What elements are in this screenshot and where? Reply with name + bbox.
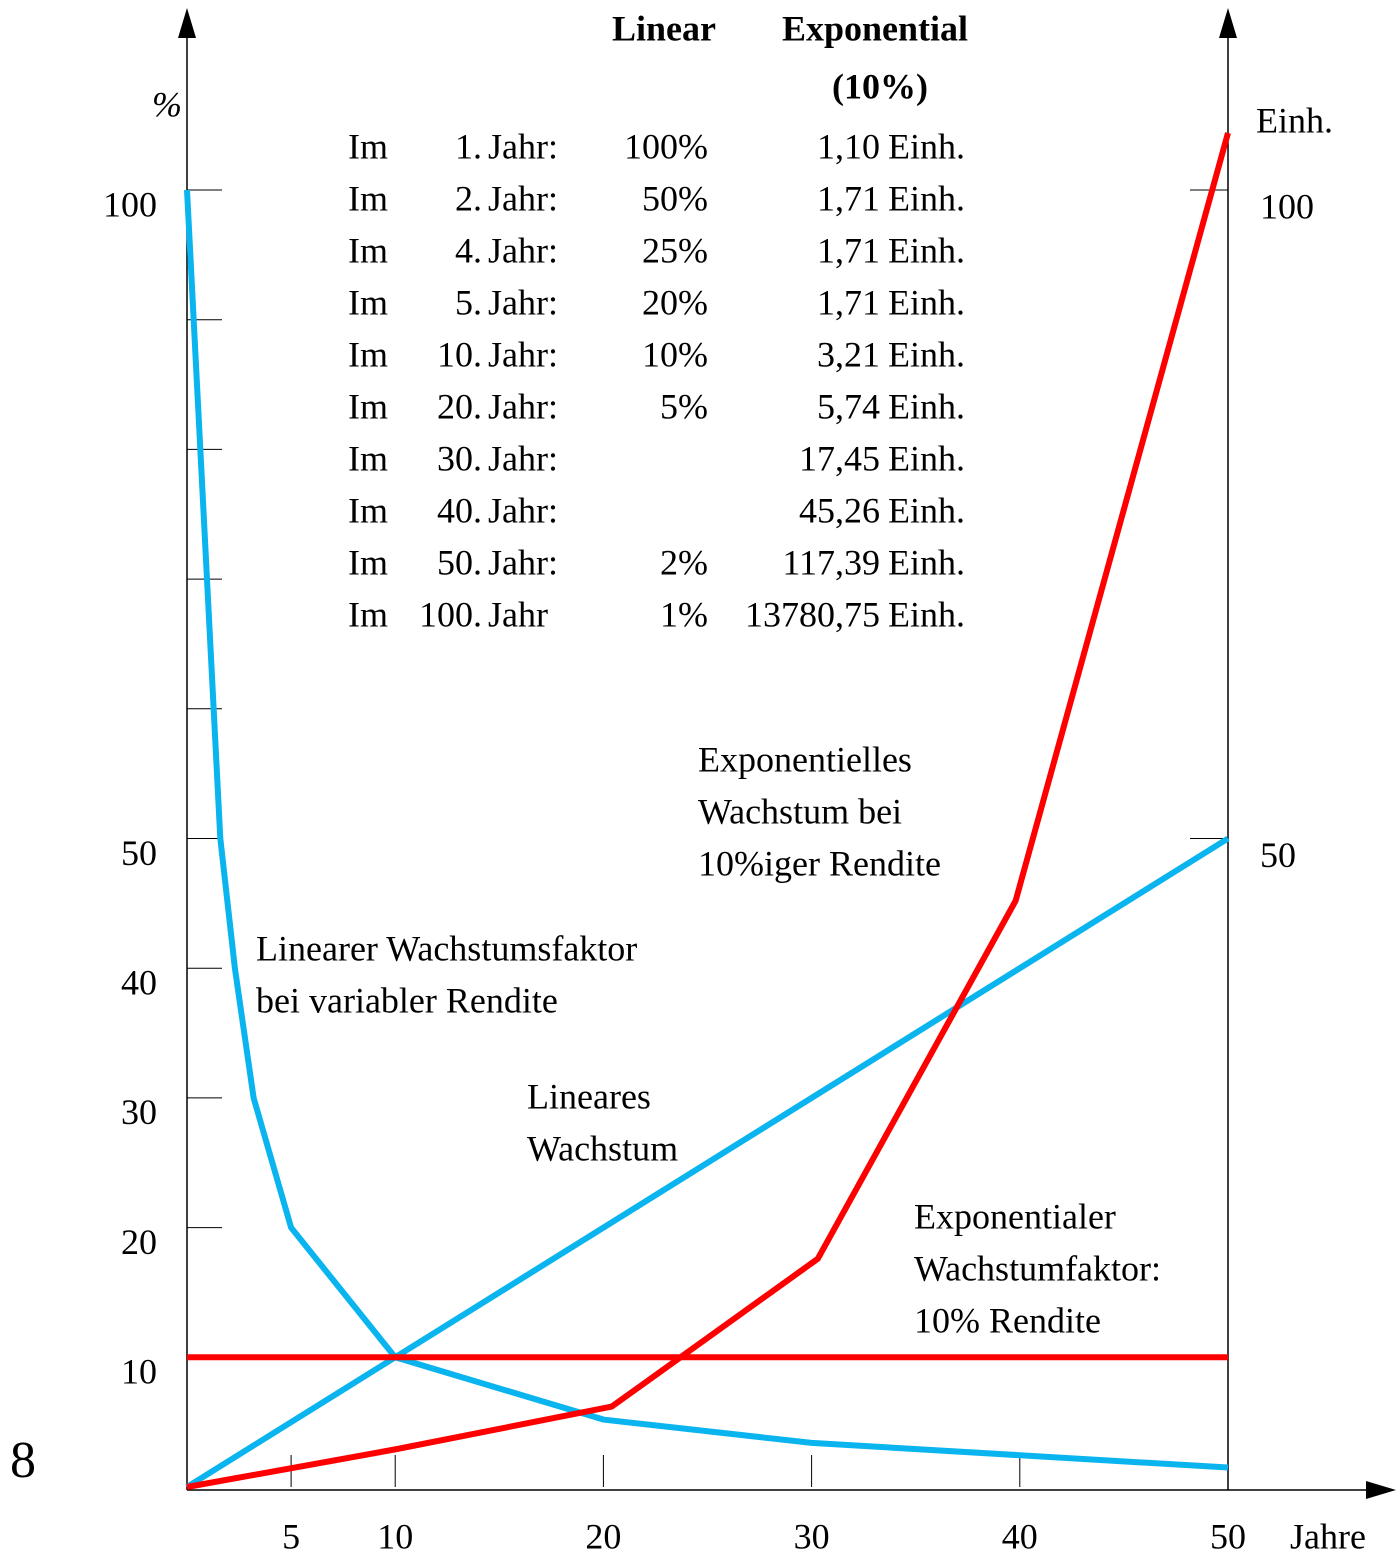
table-cell: Einh. xyxy=(888,178,965,218)
table-cell: Jahr: xyxy=(488,282,558,322)
table-cell: 1,10 xyxy=(817,126,880,166)
table-cell: 5,74 xyxy=(817,386,880,426)
table-cell: Im xyxy=(348,126,388,166)
table-cell: 1,71 xyxy=(817,178,880,218)
table-cell: 1% xyxy=(660,594,708,634)
table-cell: Jahr: xyxy=(488,386,558,426)
table-cell: Im xyxy=(348,178,388,218)
table-cell: 100% xyxy=(624,126,708,166)
x-tick-label: 40 xyxy=(1002,1516,1038,1556)
table-cell: 40. xyxy=(437,490,482,530)
y-tick-label: 100 xyxy=(103,184,157,224)
annotation: Linearer Wachstumsfaktor xyxy=(256,928,637,968)
y-axis-arrow xyxy=(178,8,196,38)
table-cell: 20. xyxy=(437,386,482,426)
table-cell: Jahr: xyxy=(488,334,558,374)
table-cell: Im xyxy=(348,282,388,322)
annotation: Wachstum xyxy=(527,1128,678,1168)
table-header: Linear xyxy=(612,8,716,48)
annotation: Wachstum bei xyxy=(698,791,902,831)
y-tick-label: 20 xyxy=(121,1222,157,1262)
annotation: bei variabler Rendite xyxy=(256,980,558,1020)
y-tick-label: 10 xyxy=(121,1352,157,1392)
table-cell: 1. xyxy=(455,126,482,166)
table-header: Exponential xyxy=(782,8,968,48)
table-cell: 1,71 xyxy=(817,282,880,322)
table-cell: 5. xyxy=(455,282,482,322)
table-cell: 1,71 xyxy=(817,230,880,270)
table-cell: 2% xyxy=(660,542,708,582)
table-cell: Jahr: xyxy=(488,542,558,582)
annotation: Wachstumfaktor: xyxy=(914,1248,1161,1288)
x-tick-label: 20 xyxy=(585,1516,621,1556)
table-cell: Im xyxy=(348,542,388,582)
table-cell: Einh. xyxy=(888,594,965,634)
table-cell: 30. xyxy=(437,438,482,478)
table-cell: Einh. xyxy=(888,542,965,582)
y-tick-label: 40 xyxy=(121,962,157,1002)
table-cell: Im xyxy=(348,386,388,426)
table-cell: Jahr xyxy=(488,594,548,634)
table-cell: Jahr: xyxy=(488,490,558,530)
table-cell: Einh. xyxy=(888,490,965,530)
annotation: Exponentialer xyxy=(914,1196,1116,1236)
table-cell: Jahr: xyxy=(488,126,558,166)
table-cell: 4. xyxy=(455,230,482,270)
y-tick-label: 50 xyxy=(121,833,157,873)
x-tick-label: 30 xyxy=(794,1516,830,1556)
y2-tick-label: 50 xyxy=(1260,835,1296,875)
table-cell: 100. xyxy=(419,594,482,634)
table-cell: 20% xyxy=(642,282,708,322)
table-cell: 17,45 xyxy=(799,438,880,478)
y-tick-label: 30 xyxy=(121,1092,157,1132)
y-axis-label: % xyxy=(152,84,182,124)
x-tick-label: 10 xyxy=(377,1516,413,1556)
annotation: Lineares xyxy=(527,1076,651,1116)
page-number: 8 xyxy=(10,1432,36,1489)
line xyxy=(184,189,1229,1471)
table-cell: Jahr: xyxy=(488,230,558,270)
table-cell: Einh. xyxy=(888,126,965,166)
annotation: Exponentielles xyxy=(698,739,912,779)
x-axis-label: Jahre xyxy=(1290,1516,1366,1556)
table-cell: 10. xyxy=(437,334,482,374)
table-cell: 13780,75 xyxy=(745,594,880,634)
table-cell: Im xyxy=(348,230,388,270)
x-tick-label: 5 xyxy=(282,1516,300,1556)
y2-axis-label: Einh. xyxy=(1256,100,1333,140)
table-cell: Einh. xyxy=(888,438,965,478)
table-cell: 50% xyxy=(642,178,708,218)
table-cell: Einh. xyxy=(888,334,965,374)
table-cell: Jahr: xyxy=(488,178,558,218)
table-cell: Jahr: xyxy=(488,438,558,478)
table-cell: Im xyxy=(348,334,388,374)
table-cell: 45,26 xyxy=(799,490,880,530)
table-cell: Einh. xyxy=(888,282,965,322)
annotation: 10%iger Rendite xyxy=(698,843,941,883)
x-axis-arrow xyxy=(1366,1481,1396,1499)
table-cell: Einh. xyxy=(888,230,965,270)
table-cell: 2. xyxy=(455,178,482,218)
table-header: (10%) xyxy=(832,66,928,106)
table-cell: 10% xyxy=(642,334,708,374)
line xyxy=(185,835,1230,1490)
table-cell: Im xyxy=(348,438,388,478)
table-cell: 25% xyxy=(642,230,708,270)
table-cell: Einh. xyxy=(888,386,965,426)
table-cell: 3,21 xyxy=(817,334,880,374)
annotation: 10% Rendite xyxy=(914,1300,1101,1340)
table-cell: Im xyxy=(348,490,388,530)
table-cell: 50. xyxy=(437,542,482,582)
table-cell: 5% xyxy=(660,386,708,426)
line xyxy=(186,132,1231,1490)
y2-axis-arrow xyxy=(1219,8,1237,38)
table-cell: 117,39 xyxy=(782,542,880,582)
y2-tick-label: 100 xyxy=(1260,186,1314,226)
table-cell: Im xyxy=(348,594,388,634)
x-tick-label: 50 xyxy=(1210,1516,1246,1556)
